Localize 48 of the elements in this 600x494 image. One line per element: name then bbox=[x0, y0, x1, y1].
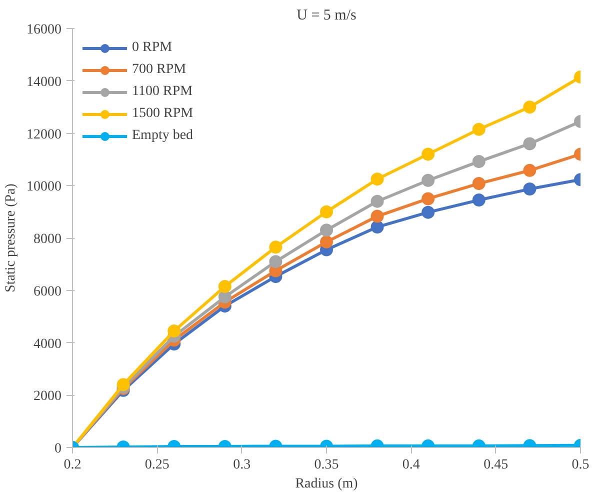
point bbox=[370, 172, 384, 186]
y-axis-title: Static pressure (Pa) bbox=[4, 183, 18, 292]
point bbox=[269, 240, 282, 254]
point bbox=[320, 205, 333, 218]
point bbox=[320, 235, 333, 248]
legend-label: 1500 RPM bbox=[132, 106, 194, 122]
point bbox=[370, 220, 384, 234]
y-tick-label: 16000 bbox=[26, 22, 62, 38]
point bbox=[218, 290, 232, 304]
point bbox=[472, 155, 486, 168]
point bbox=[218, 280, 232, 293]
x-tick-label: 0.3 bbox=[233, 458, 251, 472]
y-tick-label: 0 bbox=[54, 442, 62, 456]
y-tick-label: 12000 bbox=[26, 127, 62, 142]
x-tick-label: 0.2 bbox=[64, 458, 82, 472]
point bbox=[168, 324, 181, 338]
point bbox=[523, 100, 536, 114]
point bbox=[422, 192, 435, 206]
point bbox=[472, 194, 486, 207]
legend-label: 0 RPM bbox=[132, 40, 172, 56]
point bbox=[370, 210, 384, 223]
point bbox=[472, 177, 486, 190]
y-tick-label: 6000 bbox=[34, 284, 62, 300]
chart-title: U = 5 m/s bbox=[296, 8, 357, 24]
point bbox=[422, 148, 435, 161]
y-tick-label: 8000 bbox=[34, 232, 62, 247]
legend-label: Empty bed bbox=[132, 128, 194, 144]
point bbox=[269, 255, 282, 268]
point bbox=[320, 224, 333, 237]
x-tick-label: 0.45 bbox=[484, 458, 508, 472]
point bbox=[370, 194, 384, 208]
x-tick-label: 0.5 bbox=[572, 458, 590, 472]
point bbox=[422, 206, 435, 219]
point bbox=[472, 122, 486, 136]
point bbox=[523, 137, 536, 150]
y-tick-label: 14000 bbox=[26, 74, 62, 90]
y-tick-label: 4000 bbox=[34, 336, 62, 352]
x-tick-label: 0.35 bbox=[314, 458, 339, 472]
y-tick-label: 2000 bbox=[34, 389, 62, 404]
legend-label: 1100 RPM bbox=[132, 84, 193, 100]
y-tick-label: 10000 bbox=[26, 180, 62, 195]
legend-label: 700 RPM bbox=[132, 62, 186, 78]
x-tick-label: 0.4 bbox=[402, 458, 420, 472]
x-tick-label: 0.25 bbox=[144, 458, 170, 472]
x-axis-title: Radius (m) bbox=[295, 476, 358, 492]
point bbox=[523, 164, 536, 177]
point bbox=[523, 182, 536, 196]
point bbox=[422, 174, 435, 187]
